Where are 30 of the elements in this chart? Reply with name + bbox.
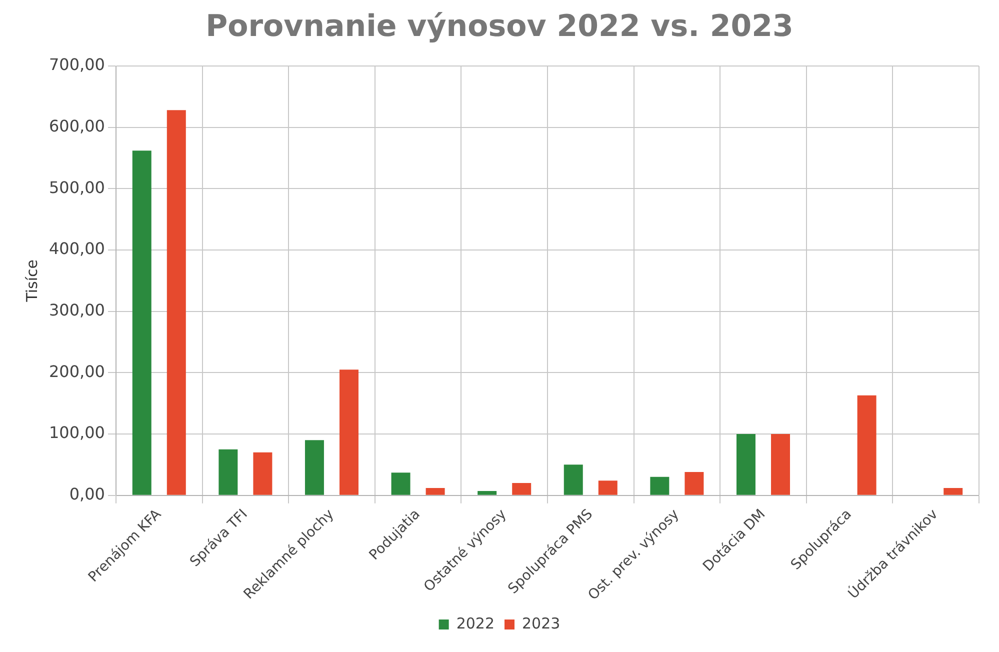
bar	[253, 452, 272, 495]
legend-label: 2022	[456, 614, 495, 632]
bar	[944, 488, 963, 495]
bar	[478, 491, 497, 495]
legend-label: 2023	[522, 614, 560, 632]
y-tick-label: 700,00	[49, 55, 105, 74]
bar	[166, 110, 186, 495]
bar	[684, 472, 704, 495]
chart-title: Porovnanie výnosov 2022 vs. 2023	[206, 8, 794, 44]
y-tick-label: 200,00	[49, 362, 105, 381]
y-tick-label: 500,00	[49, 178, 105, 197]
y-tick-label: 600,00	[49, 116, 105, 136]
bar	[650, 476, 670, 495]
y-tick-label: 400,00	[49, 239, 105, 258]
y-tick-label: 0,00	[69, 484, 105, 504]
bar	[564, 464, 583, 495]
y-axis-title: Tisíce	[22, 259, 41, 303]
bar	[512, 483, 532, 495]
bar	[857, 395, 876, 495]
bar	[736, 434, 756, 495]
bar	[426, 488, 445, 495]
bar	[340, 370, 358, 495]
bar	[391, 472, 410, 495]
bar	[598, 480, 618, 495]
bar	[771, 434, 790, 495]
bar	[132, 150, 152, 495]
bar	[304, 440, 324, 495]
bar	[218, 449, 238, 495]
y-tick-label: 300,00	[49, 300, 105, 320]
y-tick-label: 100,00	[49, 423, 105, 442]
